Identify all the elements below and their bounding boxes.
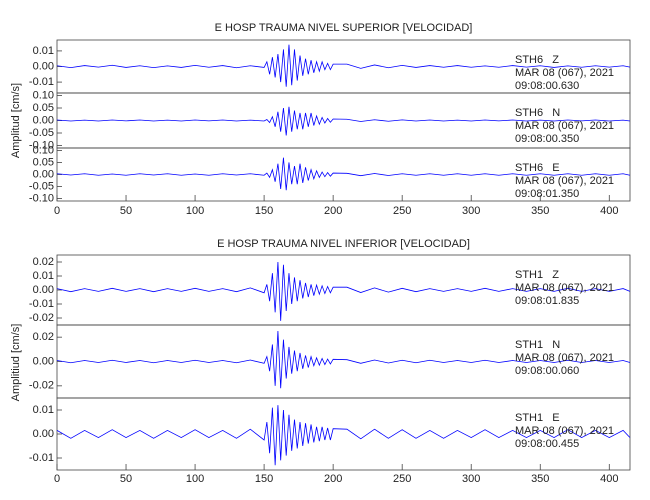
- y-tick-label: -0.02: [29, 312, 54, 324]
- y-tick-label: 0.01: [33, 404, 54, 416]
- station-label: STH6 E: [515, 162, 560, 174]
- station-label: STH1 N: [515, 339, 560, 351]
- x-tick-label: 250: [393, 473, 411, 485]
- waveform: [56, 106, 631, 136]
- station-time: 09:08:00.350: [515, 133, 579, 145]
- chart-title: E HOSP TRAUMA NIVEL SUPERIOR [VELOCIDAD]: [215, 22, 473, 34]
- x-tick-label: 0: [54, 473, 60, 485]
- station-date: MAR 08 (067), 2021: [515, 282, 614, 294]
- station-label: STH1 E: [515, 412, 560, 424]
- station-label: STH1 Z: [515, 269, 559, 281]
- x-tick-label: 250: [393, 205, 411, 217]
- y-tick-label: 0.00: [33, 355, 54, 367]
- y-tick-label: -0.10: [29, 139, 54, 151]
- waveform: [56, 261, 631, 321]
- station-date: MAR 08 (067), 2021: [515, 352, 614, 364]
- station-time: 09:08:00.060: [515, 365, 579, 377]
- y-tick-label: -0.10: [29, 192, 54, 204]
- waveform: [56, 157, 631, 191]
- x-tick-label: 100: [186, 205, 204, 217]
- x-tick-label: 200: [324, 205, 342, 217]
- y-tick-label: 0.00: [33, 60, 54, 72]
- station-label: STH6 N: [515, 107, 560, 119]
- y-tick-label: -0.02: [29, 380, 54, 392]
- x-tick-label: 50: [120, 205, 132, 217]
- y-tick-label: -0.05: [29, 180, 54, 192]
- y-tick-label: 0.01: [33, 270, 54, 282]
- y-tick-label: -0.01: [29, 298, 54, 310]
- station-time: 09:08:01.350: [515, 188, 579, 200]
- station-date: MAR 08 (067), 2021: [515, 120, 614, 132]
- x-tick-label: 400: [600, 473, 618, 485]
- x-tick-label: 0: [54, 205, 60, 217]
- waveform: [56, 44, 631, 87]
- x-tick-label: 350: [531, 205, 549, 217]
- station-date: MAR 08 (067), 2021: [515, 425, 614, 437]
- x-tick-label: 150: [255, 473, 273, 485]
- y-tick-label: 0.10: [33, 144, 54, 156]
- x-tick-label: 400: [600, 205, 618, 217]
- station-date: MAR 08 (067), 2021: [515, 175, 614, 187]
- y-tick-label: -0.01: [29, 452, 54, 464]
- x-tick-label: 350: [531, 473, 549, 485]
- y-tick-label: -0.01: [29, 76, 54, 88]
- station-label: STH6 Z: [515, 54, 559, 66]
- y-tick-label: 0.10: [33, 89, 54, 101]
- y-tick-label: 0.01: [33, 45, 54, 57]
- y-tick-label: 0.00: [33, 284, 54, 296]
- y-tick-label: 0.00: [33, 428, 54, 440]
- y-tick-label: 0.00: [33, 168, 54, 180]
- x-tick-label: 100: [186, 473, 204, 485]
- x-tick-label: 50: [120, 473, 132, 485]
- y-tick-label: -0.05: [29, 127, 54, 139]
- station-time: 09:08:00.630: [515, 80, 579, 92]
- station-date: MAR 08 (067), 2021: [515, 67, 614, 79]
- y-axis-label: Amplitiud [cm/s]: [10, 324, 22, 402]
- station-time: 09:08:00.455: [515, 438, 579, 450]
- waveform: [56, 331, 631, 389]
- y-tick-label: 0.05: [33, 156, 54, 168]
- y-tick-label: 0.05: [33, 102, 54, 114]
- y-tick-label: 0.02: [33, 331, 54, 343]
- station-time: 09:08:01.835: [515, 295, 579, 307]
- x-tick-label: 150: [255, 205, 273, 217]
- y-tick-label: 0.00: [33, 114, 54, 126]
- x-tick-label: 200: [324, 473, 342, 485]
- y-axis-label: Amplitud [cm/s]: [10, 83, 22, 158]
- x-tick-label: 300: [462, 205, 480, 217]
- x-tick-label: 300: [462, 473, 480, 485]
- y-tick-label: 0.02: [33, 256, 54, 268]
- chart-title: E HOSP TRAUMA NIVEL INFERIOR [VELOCIDAD]: [217, 238, 470, 250]
- waveform: [56, 405, 631, 466]
